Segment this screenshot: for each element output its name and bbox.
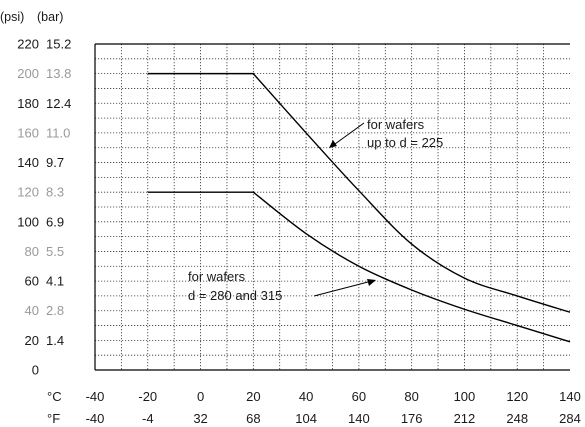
- y-tick-label-bar: 5.5: [46, 244, 64, 259]
- y-tick-label-psi: 140: [17, 155, 39, 170]
- y-tick-label-psi: 0: [32, 363, 39, 378]
- series-line-280-and-315: [147, 191, 571, 343]
- y-tick-label-psi: 40: [25, 303, 39, 318]
- y-tick-label-psi: 160: [17, 125, 39, 140]
- x-tick-label-celsius: 60: [352, 389, 366, 404]
- y-tick-label-bar: 11.0: [46, 125, 70, 140]
- x-unit-fahrenheit-label: °F: [47, 411, 60, 426]
- y-tick-label-psi: 200: [17, 66, 39, 81]
- x-tick-label-fahrenheit: 68: [246, 411, 260, 426]
- annotation-lower-line-2: d = 280 and 315: [188, 288, 282, 303]
- y-tick-label-bar: 15.2: [46, 37, 71, 52]
- annotation-upper-arrowhead: [329, 140, 337, 148]
- x-tick-label-fahrenheit: -4: [142, 411, 154, 426]
- annotation-upper-leader: [334, 122, 365, 145]
- annotation-lower: for wafers d = 280 and 315: [188, 269, 376, 303]
- x-tick-label-fahrenheit: 212: [454, 411, 476, 426]
- y-tick-label-psi: 180: [17, 96, 39, 111]
- y-tick-label-bar: 2.8: [46, 303, 64, 318]
- y-tick-label-bar: 12.4: [46, 96, 71, 111]
- x-tick-label-fahrenheit: 104: [295, 411, 317, 426]
- y-tick-label-bar: 9.7: [46, 155, 64, 170]
- y-unit-bar-label: (bar): [37, 10, 63, 24]
- y-tick-label-bar: 4.1: [46, 274, 64, 289]
- x-tick-label-celsius: 0: [197, 389, 204, 404]
- annotation-lower-line-1: for wafers: [188, 269, 246, 284]
- x-tick-label-celsius: 120: [506, 389, 528, 404]
- series-line-up-to-225: [147, 72, 571, 313]
- y-tick-label-psi: 120: [17, 185, 39, 200]
- x-tick-label-fahrenheit: 248: [506, 411, 528, 426]
- x-axis-tick-labels: -40-40-20-403220684010460140801761002121…: [86, 389, 581, 426]
- y-tick-label-psi: 100: [17, 214, 39, 229]
- x-tick-label-fahrenheit: -40: [86, 411, 105, 426]
- x-tick-label-fahrenheit: 284: [559, 411, 581, 426]
- x-tick-label-fahrenheit: 32: [193, 411, 207, 426]
- x-tick-label-celsius: 20: [246, 389, 260, 404]
- y-tick-label-bar: 13.8: [46, 66, 71, 81]
- y-tick-label-bar: 6.9: [46, 214, 64, 229]
- y-unit-psi-label: (psi): [0, 10, 24, 24]
- annotation-upper-line-2: up to d = 225: [367, 135, 443, 150]
- annotation-upper: for wafers up to d = 225: [329, 117, 443, 150]
- x-tick-label-celsius: -40: [86, 389, 105, 404]
- x-tick-label-celsius: 80: [404, 389, 418, 404]
- x-tick-label-fahrenheit: 140: [348, 411, 370, 426]
- annotation-lower-leader: [313, 281, 369, 297]
- x-tick-label-celsius: 140: [559, 389, 581, 404]
- annotation-lower-arrowhead: [367, 279, 376, 286]
- y-tick-label-psi: 20: [25, 333, 39, 348]
- y-tick-label-psi: 60: [25, 274, 39, 289]
- annotation-upper-line-1: for wafers: [367, 117, 425, 132]
- x-tick-label-celsius: -20: [138, 389, 157, 404]
- x-tick-label-celsius: 40: [299, 389, 313, 404]
- y-tick-label-bar: 8.3: [46, 185, 64, 200]
- y-tick-label-bar: 1.4: [46, 333, 64, 348]
- y-tick-label-psi: 80: [25, 244, 39, 259]
- x-unit-celsius-label: °C: [47, 389, 62, 404]
- chart-series: [147, 72, 571, 343]
- y-tick-label-psi: 220: [17, 37, 39, 52]
- x-tick-label-celsius: 100: [454, 389, 476, 404]
- chart-axes: [94, 43, 570, 371]
- chart-grid: [95, 44, 570, 370]
- x-tick-label-fahrenheit: 176: [401, 411, 423, 426]
